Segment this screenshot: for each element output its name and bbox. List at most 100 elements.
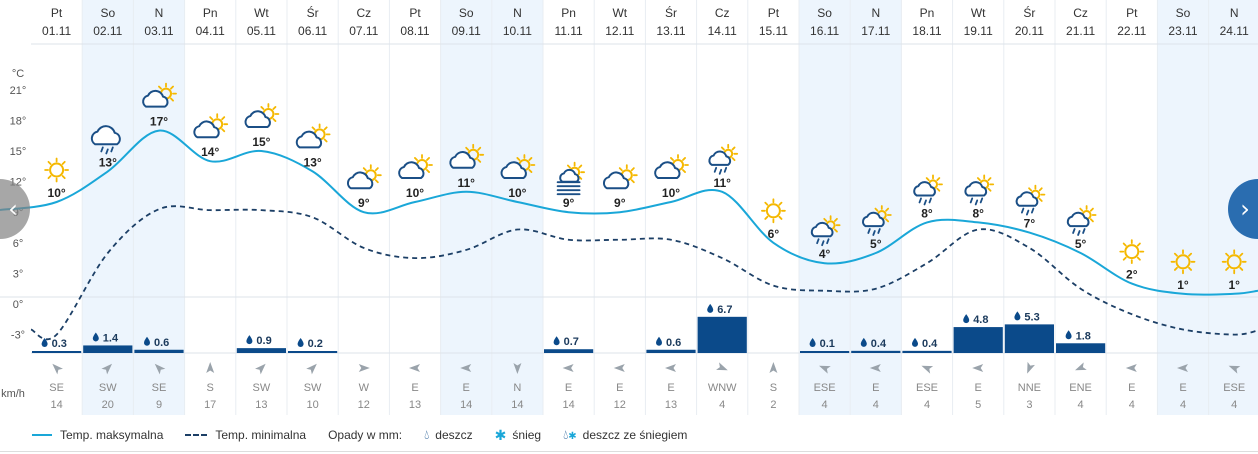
tmax-data-label: 17° — [150, 115, 168, 129]
sun-disc — [1124, 244, 1140, 260]
legend-snow: ✱ śnieg — [495, 427, 541, 444]
wind-direction-label: SW — [99, 382, 117, 394]
sun-ray — [1136, 256, 1141, 261]
tmax-data-label: 10° — [48, 186, 66, 200]
sun-ray — [1188, 252, 1193, 257]
wind-arrow-shape — [206, 362, 215, 373]
wind-arrow-icon — [255, 363, 266, 375]
wind-arrow-icon — [306, 363, 317, 375]
wind-arrow-icon — [769, 362, 778, 373]
partly-cloudy-icon — [449, 143, 485, 169]
wind-direction-label: E — [1179, 382, 1186, 394]
precip-bar — [544, 349, 594, 353]
wind-arrow-icon — [921, 365, 934, 374]
tmax-data-label: 13° — [304, 155, 322, 169]
raindrop-icon — [297, 338, 304, 347]
wind-arrow-shape — [1177, 364, 1188, 372]
y-tick-label: 3° — [13, 268, 24, 280]
wind-direction-label: ESE — [814, 382, 836, 394]
wind-arrow-icon — [869, 364, 881, 372]
rain-streak — [718, 168, 723, 175]
wind-arrow-icon — [1075, 362, 1087, 371]
sun-disc — [1175, 254, 1191, 270]
weekend-column — [491, 0, 543, 415]
wind-arrow-icon — [716, 362, 728, 371]
sun-ray — [1173, 252, 1178, 257]
cloud-shape — [295, 130, 323, 149]
sun-ray — [477, 146, 482, 151]
precip-data-label: 0.2 — [308, 338, 323, 350]
precip-data-label: 0.4 — [922, 338, 938, 350]
wind-arrow-shape — [869, 364, 881, 372]
tmax-data-label: 9° — [614, 196, 626, 210]
rain-streak — [1031, 207, 1035, 214]
sun-ray — [158, 85, 162, 90]
wind-arrow-icon — [358, 364, 370, 372]
tmax-data-label: 11° — [457, 176, 475, 190]
partly-cloudy-icon — [142, 82, 177, 108]
partly-cloudy-icon — [244, 103, 280, 128]
cloud-shape — [559, 168, 580, 183]
weekend-column — [133, 0, 185, 415]
partly-cloudy-icon — [193, 113, 229, 139]
cloud-shape — [1015, 191, 1039, 207]
snowflake-icon: ✱ — [494, 426, 507, 443]
raindrop-icon — [656, 336, 662, 346]
wind-arrow-icon — [665, 364, 676, 372]
wind-arrow-shape — [1228, 365, 1241, 374]
sun-ray — [731, 157, 736, 162]
precip-bar — [1056, 343, 1106, 353]
sun-ray — [374, 179, 379, 184]
day-of-week: Pt — [409, 6, 421, 20]
rain-streak — [928, 197, 932, 204]
tmax-data-label: 13° — [99, 155, 117, 169]
rain-streak — [723, 166, 728, 173]
wind-direction-label: E — [1128, 382, 1135, 394]
sun-ray — [874, 207, 879, 212]
wind-speed-label: 4 — [1180, 399, 1186, 411]
partly-cloudy-icon — [346, 164, 382, 190]
precip-bar — [236, 348, 286, 353]
legend-rain: 💧︎ deszcz — [424, 427, 473, 443]
tmax-data-label: 15° — [252, 135, 270, 149]
wind-direction-label: NNE — [1018, 382, 1041, 394]
date-label: 22.11 — [1117, 24, 1146, 38]
wind-arrow-shape — [819, 365, 831, 374]
legend-precip-title: Opady w mm: — [328, 428, 402, 442]
sun-disc — [1226, 254, 1242, 270]
rain-streak — [105, 148, 109, 155]
precip-label-group: 0.3 — [41, 338, 67, 350]
rain-sun-icon — [1066, 205, 1097, 236]
sun-ray — [1173, 266, 1178, 271]
rain-streak — [872, 230, 876, 236]
wind-speed-label: 4 — [1129, 399, 1135, 411]
precip-data-label: 0.9 — [256, 335, 271, 347]
date-label: 11.11 — [554, 24, 583, 38]
date-label: 05.11 — [247, 24, 276, 38]
sun-ray — [209, 116, 214, 121]
date-label: 19.11 — [964, 24, 993, 38]
tmax-series-line — [0, 129, 1258, 296]
tmax-data-label: 10° — [662, 186, 680, 200]
precip-bar — [800, 351, 850, 353]
rain-streak — [867, 228, 871, 234]
legend-tmin: Temp. minimalna — [185, 428, 306, 442]
sun-ray — [630, 179, 635, 184]
rain-streak — [110, 146, 114, 153]
tmax-data-label: 8° — [972, 206, 984, 220]
date-label: 21.11 — [1066, 24, 1095, 38]
tmin-series-line — [30, 205, 1258, 341]
chevron-left-icon: ‹ — [8, 195, 18, 223]
dashed-line-swatch — [185, 434, 208, 436]
raindrop-icon — [553, 336, 560, 346]
day-of-week: N — [155, 6, 164, 20]
raindrop-icon — [41, 338, 48, 347]
y-tick-label: 18° — [10, 115, 27, 127]
precip-label-group: 0.1 — [809, 338, 835, 350]
rain-streak — [969, 197, 974, 204]
wind-speed-label: 2 — [770, 399, 776, 411]
rain-streak — [923, 199, 927, 206]
fog-icon — [556, 161, 585, 196]
legend-sleet-label: deszcz ze śniegiem — [582, 428, 688, 442]
sun-ray — [566, 164, 571, 169]
